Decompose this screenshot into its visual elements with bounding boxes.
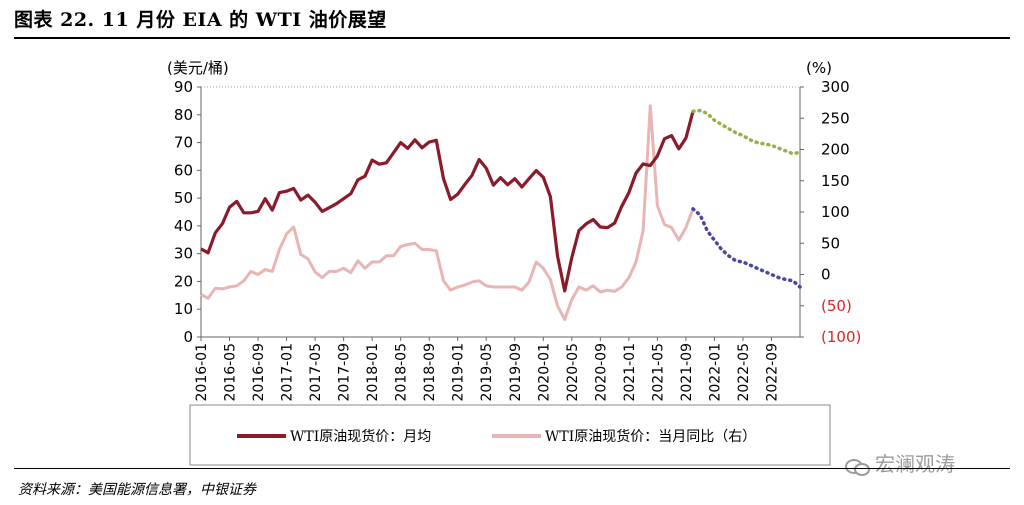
x-tick-label: 2020-09 xyxy=(593,343,609,402)
series-line-wti-yoy xyxy=(200,104,695,321)
source-rule xyxy=(14,468,1010,469)
watermark: 宏澜观涛 xyxy=(845,448,955,477)
x-tick-label: 2016-05 xyxy=(223,343,239,402)
x-tick-label: 2022-09 xyxy=(764,343,780,402)
x-tick-label: 2017-09 xyxy=(337,343,353,402)
left-tick-label: 50 xyxy=(174,189,193,207)
x-tick-label: 2019-05 xyxy=(479,343,495,402)
left-tick-label: 80 xyxy=(174,106,193,124)
legend: WTI原油现货价：月均 WTI原油现货价：当月同比（右） xyxy=(189,404,831,466)
x-tick-label: 2016-09 xyxy=(251,343,267,402)
series-line-forecast-yoy xyxy=(691,207,802,289)
right-tick-label: 300 xyxy=(821,78,850,96)
right-tick-label: 250 xyxy=(821,109,850,127)
right-tick-label: (100) xyxy=(821,328,861,346)
left-tick-label: 30 xyxy=(174,245,193,263)
left-tick-label: 10 xyxy=(174,300,193,318)
left-tick-label: 70 xyxy=(174,134,193,152)
plot-area: 0 10 20 30 40 50 60 70 80 90 (100) (50) 0 50 100 150 200… xyxy=(174,78,861,402)
series-line-wti-price xyxy=(200,110,695,293)
left-axis-unit: (美元/桶) xyxy=(167,59,229,77)
right-tick-label: 150 xyxy=(821,172,850,190)
x-tick-label: 2020-01 xyxy=(536,343,552,402)
source-note: 资料来源：美国能源信息署，中银证券 xyxy=(18,482,256,498)
left-tick-label: 20 xyxy=(174,272,193,290)
x-tick-label: 2019-09 xyxy=(508,343,524,402)
left-tick-label: 90 xyxy=(174,78,193,96)
legend-label-wti-price: WTI原油现货价：月均 xyxy=(290,428,431,445)
left-tick-label: 40 xyxy=(174,217,193,235)
x-tick-label: 2016-01 xyxy=(194,343,210,402)
left-tick-label: 60 xyxy=(174,161,193,179)
right-tick-label: 100 xyxy=(821,203,850,221)
wechat-icon xyxy=(845,457,871,476)
x-tick-label: 2017-05 xyxy=(308,343,324,402)
x-tick-label: 2018-09 xyxy=(422,343,438,402)
x-tick-label: 2021-05 xyxy=(650,343,666,402)
page-title: 图表 22. 11 月份 EIA 的 WTI 油价展望 xyxy=(14,9,387,31)
x-tick-label: 2021-09 xyxy=(679,343,695,402)
x-tick-label: 2022-05 xyxy=(736,343,752,402)
x-tick-label: 2019-01 xyxy=(451,343,467,402)
right-axis-unit: (%) xyxy=(806,59,832,77)
legend-label-wti-yoy: WTI原油现货价：当月同比（右） xyxy=(545,428,756,445)
x-tick-label: 2022-01 xyxy=(707,343,723,402)
wti-chart: (美元/桶) (%) 0102030405060708090(100)(50)0… xyxy=(167,59,861,466)
title-rule xyxy=(14,37,1010,39)
right-tick-label: 0 xyxy=(821,266,831,284)
x-tick-label: 2018-05 xyxy=(394,343,410,402)
legend-box xyxy=(189,404,831,466)
left-tick-label: 0 xyxy=(183,328,193,346)
right-tick-label: 50 xyxy=(821,234,840,252)
x-tick-label: 2021-01 xyxy=(622,343,638,402)
x-tick-label: 2020-05 xyxy=(565,343,581,402)
x-tick-label: 2018-01 xyxy=(365,343,381,402)
right-tick-label: 200 xyxy=(821,141,850,159)
x-tick-label: 2017-01 xyxy=(280,343,296,402)
series-line-forecast-price xyxy=(691,108,802,156)
watermark-text: 宏澜观涛 xyxy=(875,452,955,476)
right-tick-label: (50) xyxy=(821,297,852,315)
